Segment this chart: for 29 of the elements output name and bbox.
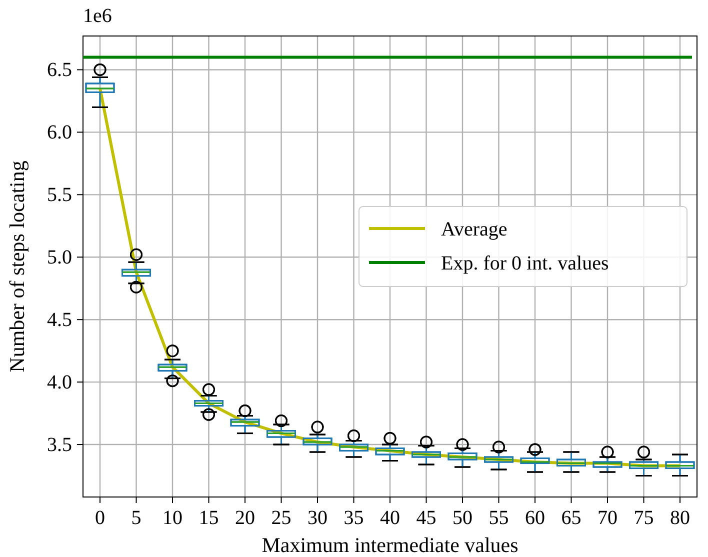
y-tick-label: 4.0 (47, 371, 72, 394)
y-tick-label: 5.5 (47, 184, 72, 206)
x-tick-label: 0 (95, 507, 105, 529)
x-tick-label: 10 (162, 507, 182, 529)
text: 1e6 (83, 5, 112, 27)
x-tick-label: 65 (561, 507, 582, 529)
x-tick-label: 45 (416, 507, 436, 529)
y-axis-title: Number of steps locating (5, 160, 29, 372)
x-tick-label: 50 (452, 507, 472, 529)
y-tick-label: 3.5 (47, 434, 72, 456)
x-tick-label: 30 (308, 507, 328, 529)
x-tick-label: 60 (525, 507, 545, 529)
x-tick-label: 15 (198, 507, 219, 529)
y-tick-label: 5.0 (47, 246, 72, 269)
x-tick-label: 20 (235, 507, 255, 529)
x-tick-label: 25 (271, 507, 292, 529)
legend-label: Exp. for 0 int. values (441, 252, 609, 274)
x-tick-label: 70 (598, 507, 618, 529)
y-tick-label: 6.5 (47, 59, 72, 82)
y-tick-label: 4.5 (47, 308, 72, 331)
x-tick-label: 40 (380, 507, 400, 529)
x-tick-label: 80 (670, 507, 690, 529)
legend-label: Average (441, 218, 508, 240)
x-tick-label: 35 (344, 507, 364, 529)
x-tick-label: 5 (131, 507, 142, 529)
y-tick-label: 6.0 (47, 122, 72, 144)
x-tick-label: 75 (634, 507, 654, 529)
x-axis-title: Maximum intermediate values (262, 533, 518, 557)
x-tick-label: 55 (488, 507, 509, 529)
